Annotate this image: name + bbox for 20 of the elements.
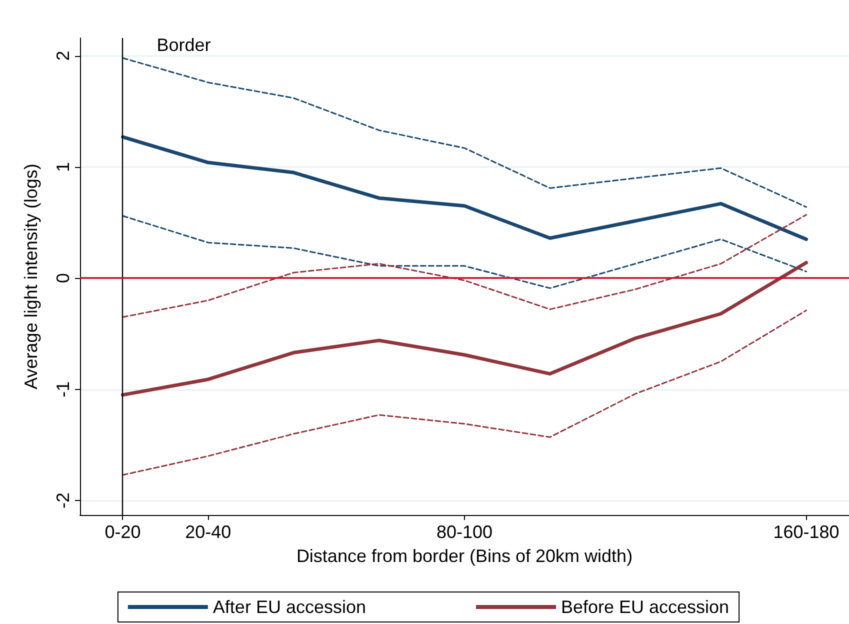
line-series: [122, 310, 808, 476]
legend-label: Before EU accession: [560, 597, 730, 617]
line-series: [120, 260, 808, 397]
x-tick-label: 20-40: [185, 522, 232, 542]
legend-label: After EU accession: [212, 597, 366, 617]
line-series: [122, 214, 808, 318]
y-tick-label: 1: [53, 162, 73, 172]
y-tick-label: 2: [53, 50, 73, 61]
line-series: [122, 57, 808, 208]
x-tick-label: 80-100: [436, 522, 493, 542]
y-tick-label: -2: [53, 492, 73, 509]
x-tick-label: 160-180: [773, 522, 840, 542]
y-axis-title: Average light intensity (logs): [21, 164, 41, 390]
ref-line-label: Border: [156, 35, 211, 55]
line-series: [122, 215, 808, 289]
x-axis-title: Distance from border (Bins of 20km width): [296, 546, 633, 566]
y-tick-label: -1: [53, 381, 73, 398]
x-tick-label: 0-20: [104, 522, 141, 542]
y-tick-label: 0: [53, 273, 73, 284]
line-series: [120, 135, 808, 241]
